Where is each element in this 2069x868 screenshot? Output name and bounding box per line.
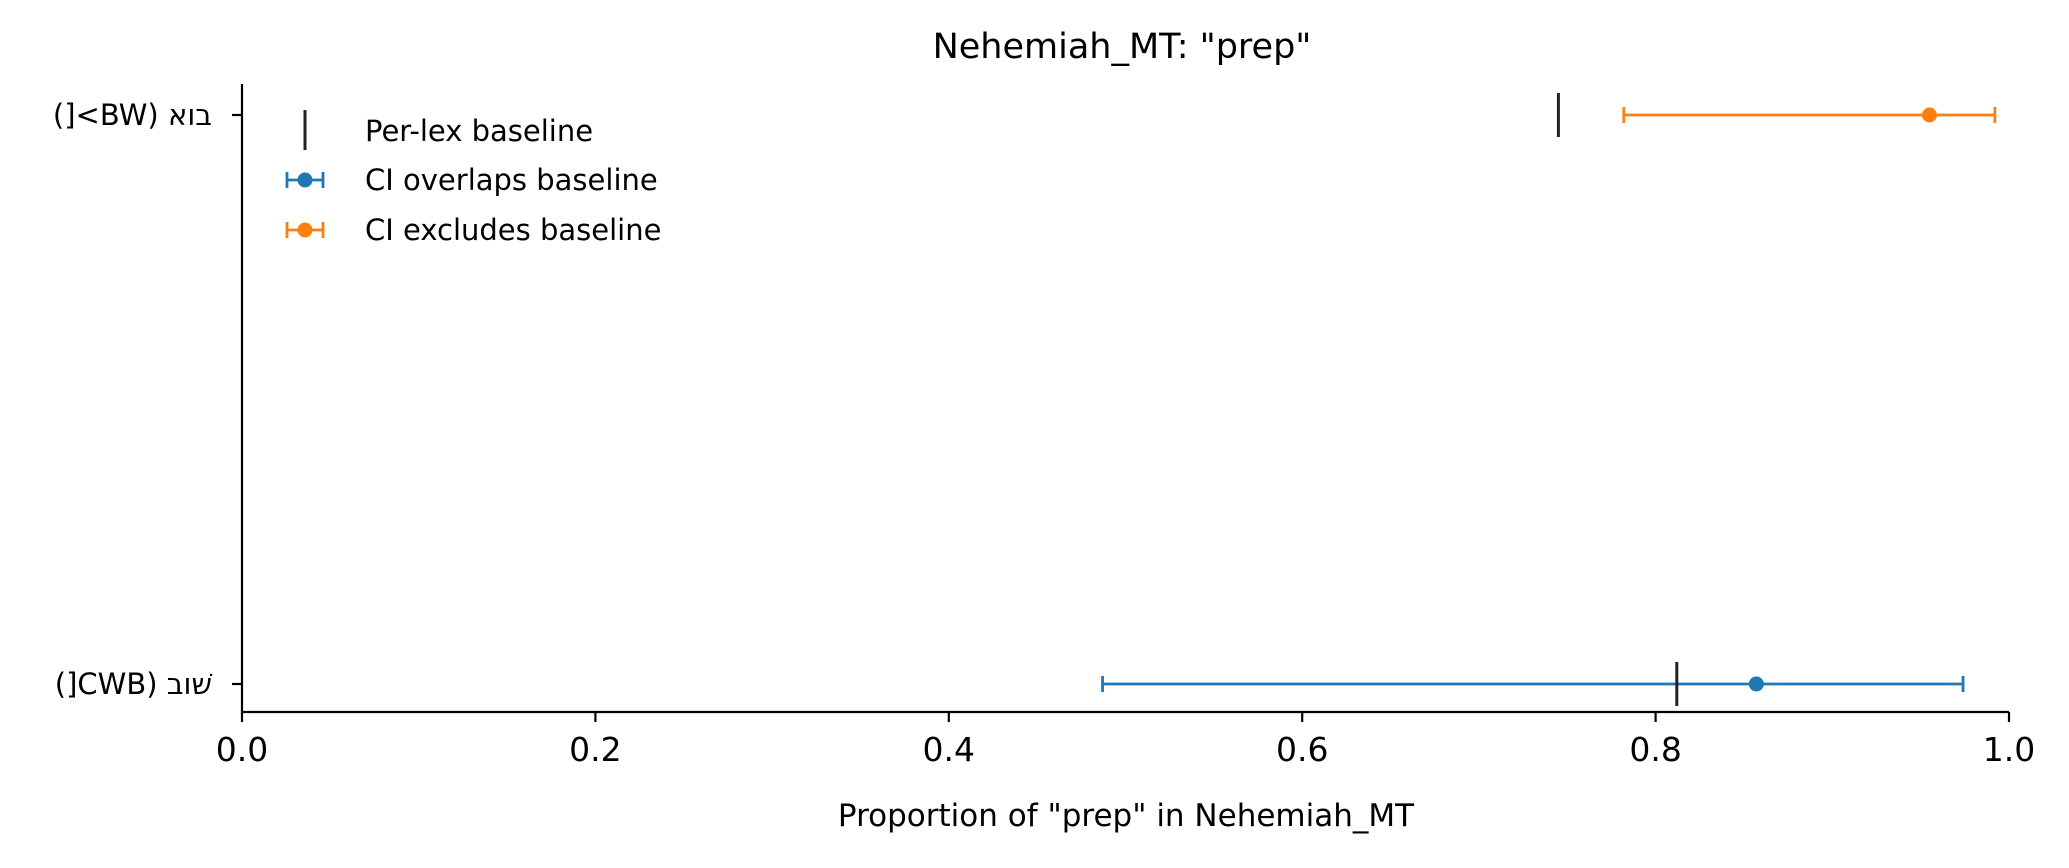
legend-label: CI excludes baseline	[365, 213, 661, 247]
x-tick-label: 0.8	[1629, 730, 1681, 769]
y-tick-label: בוא (BW>[)	[53, 98, 212, 132]
y-tick-label: שׁוב (CWB[)	[55, 667, 213, 701]
legend-point-swatch	[297, 222, 313, 238]
legend-point-swatch	[297, 172, 313, 188]
chart-title: Nehemiah_MT: "prep"	[933, 27, 1312, 67]
row-1	[1101, 662, 1965, 706]
x-axis-label: Proportion of "prep" in Nehemiah_MT	[838, 798, 1415, 834]
x-tick-label: 1.0	[1983, 730, 2035, 769]
x-tick-label: 0.6	[1276, 730, 1328, 769]
legend-label: CI overlaps baseline	[365, 163, 658, 197]
legend-label: Per-lex baseline	[365, 114, 593, 148]
x-tick-label: 0.2	[569, 730, 621, 769]
x-tick-label: 0.4	[923, 730, 975, 769]
legend: Per-lex baseline CI overlaps baseline CI e…	[285, 110, 661, 247]
row-0	[1556, 93, 1997, 137]
x-tick-label: 0.0	[216, 730, 268, 769]
plot-area: 0.0 0.2 0.4 0.6 0.8 1.0 בוא (BW>[) שׁוב (CWB[) P…	[53, 84, 2035, 769]
point-estimate	[1748, 676, 1764, 692]
point-estimate	[1921, 107, 1937, 123]
